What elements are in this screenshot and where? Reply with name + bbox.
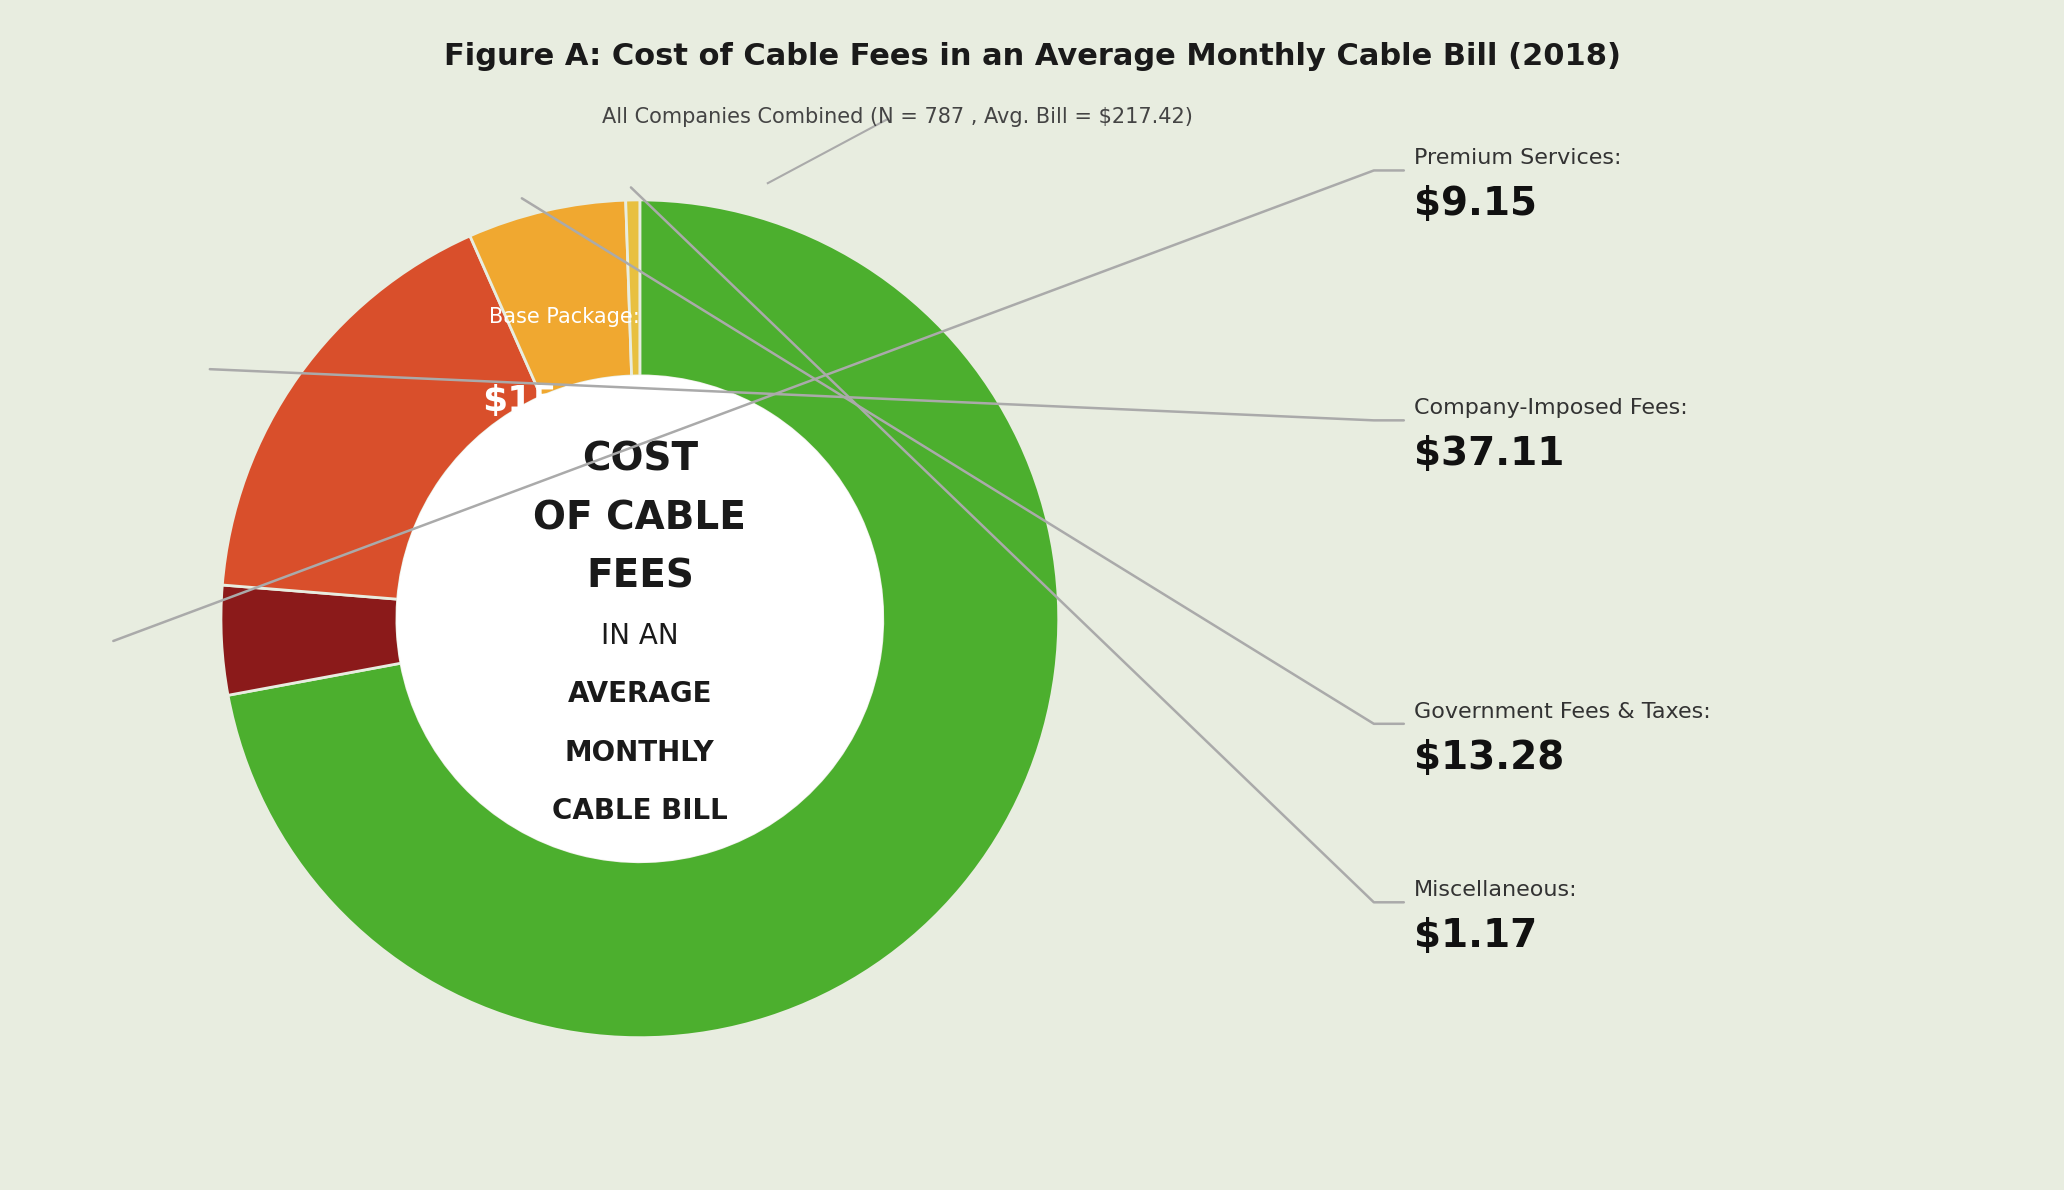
Text: CABLE BILL: CABLE BILL xyxy=(551,797,729,826)
Text: OF CABLE: OF CABLE xyxy=(533,500,747,537)
Text: $1.17: $1.17 xyxy=(1414,917,1538,956)
Text: COST: COST xyxy=(582,440,698,478)
Text: $13.28: $13.28 xyxy=(1414,739,1565,777)
Text: IN AN: IN AN xyxy=(601,621,679,650)
Text: Figure A: Cost of Cable Fees in an Average Monthly Cable Bill (2018): Figure A: Cost of Cable Fees in an Avera… xyxy=(444,42,1620,70)
Wedge shape xyxy=(471,200,632,396)
Text: All Companies Combined (N = 787 , Avg. Bill = $217.42): All Companies Combined (N = 787 , Avg. B… xyxy=(603,107,1193,127)
Text: $9.15: $9.15 xyxy=(1414,186,1538,224)
Wedge shape xyxy=(625,200,640,376)
Wedge shape xyxy=(223,236,541,600)
Text: MONTHLY: MONTHLY xyxy=(566,739,714,766)
Text: $37.11: $37.11 xyxy=(1414,436,1565,474)
Text: $156.71: $156.71 xyxy=(483,384,646,418)
Text: Base Package:: Base Package: xyxy=(489,307,640,327)
Text: Government Fees & Taxes:: Government Fees & Taxes: xyxy=(1414,702,1711,722)
Wedge shape xyxy=(221,585,400,695)
Text: Company-Imposed Fees:: Company-Imposed Fees: xyxy=(1414,399,1688,419)
Text: Premium Services:: Premium Services: xyxy=(1414,149,1622,169)
Circle shape xyxy=(396,376,883,862)
Text: AVERAGE: AVERAGE xyxy=(568,681,712,708)
Text: Miscellaneous:: Miscellaneous: xyxy=(1414,881,1577,901)
Wedge shape xyxy=(227,200,1059,1038)
Text: FEES: FEES xyxy=(586,558,694,596)
